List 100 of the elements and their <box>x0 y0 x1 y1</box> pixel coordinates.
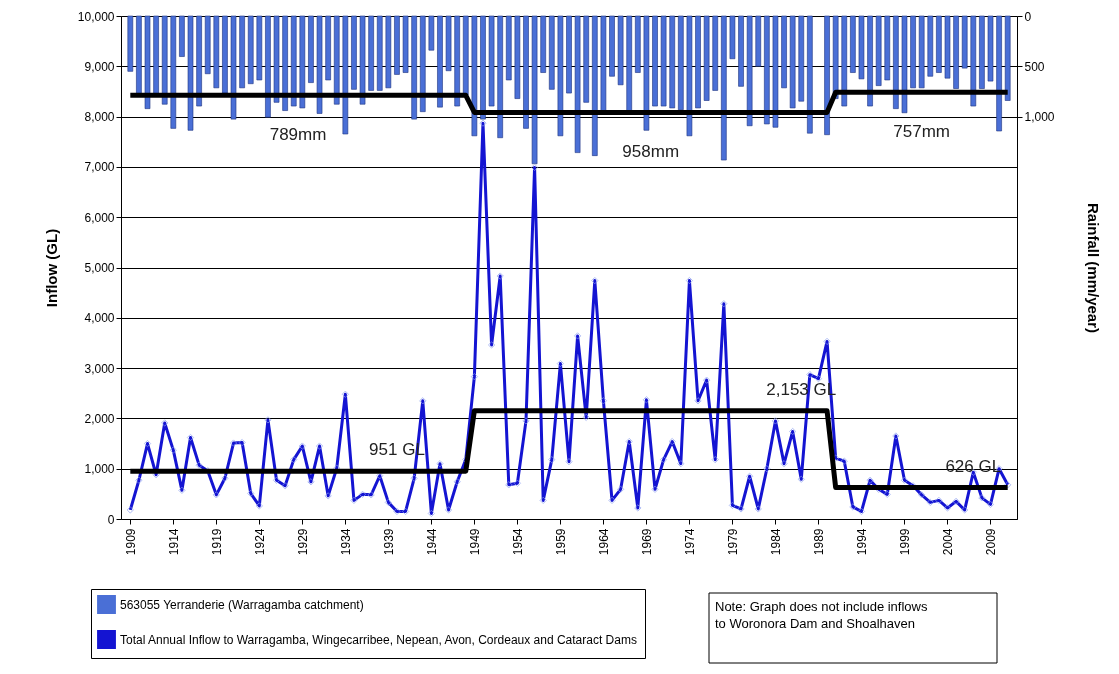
bar <box>927 15 934 77</box>
bar <box>798 15 805 102</box>
annotation: 958mm <box>622 142 680 162</box>
bar <box>807 15 813 134</box>
bar <box>643 15 650 131</box>
bar <box>265 15 271 118</box>
bar <box>471 15 478 137</box>
x-tick-label: 1979 <box>725 528 740 556</box>
text: Note: Graph does not include inflows to Woronora Dam and Shoalhaven <box>715 599 928 631</box>
x-tick-label: 1919 <box>209 528 224 556</box>
bar <box>376 15 383 91</box>
bar <box>583 15 589 103</box>
bar <box>987 15 994 82</box>
bar <box>239 15 245 89</box>
bar <box>161 15 168 105</box>
y-tick-label: 9,000 <box>84 59 115 74</box>
bar <box>153 15 159 96</box>
annotation: 789mm <box>269 125 327 145</box>
bar <box>540 15 546 73</box>
y-tick-label: 4,000 <box>84 311 115 326</box>
bar <box>781 15 787 89</box>
bar <box>213 15 220 89</box>
bar <box>686 15 693 137</box>
y-tick-label: 8,000 <box>84 110 115 125</box>
bar <box>342 15 349 135</box>
x-tick-label: 1934 <box>338 528 353 556</box>
x-tick-label: 1909 <box>123 528 138 556</box>
x-tick-label: 1939 <box>381 528 396 556</box>
bar <box>574 15 581 153</box>
y-tick-label: 2,000 <box>84 411 115 426</box>
bar <box>282 15 288 111</box>
bar <box>652 15 658 107</box>
bar <box>901 15 908 114</box>
bar <box>445 15 452 72</box>
y-axis-title: Inflow (GL) <box>42 228 60 308</box>
bar <box>505 15 512 81</box>
bar <box>764 15 770 125</box>
x-tick-label: 1984 <box>768 528 783 556</box>
bar <box>368 15 374 91</box>
bar <box>144 15 151 109</box>
y2-tick-label: 500 <box>1024 59 1045 74</box>
y-tick-label: 3,000 <box>84 361 115 376</box>
bar <box>299 15 306 109</box>
bar <box>936 15 942 73</box>
x-tick-label: 1969 <box>639 528 654 556</box>
bar <box>832 15 839 99</box>
bar <box>514 15 521 99</box>
bar <box>635 15 641 73</box>
bar <box>712 15 719 91</box>
bar <box>488 15 495 107</box>
bar <box>497 15 503 139</box>
x-tick-label: 1989 <box>811 528 826 556</box>
bar <box>961 15 968 69</box>
y2-axis-title: Rainfall (mm/year) <box>1084 202 1102 334</box>
bar <box>944 15 951 79</box>
x-tick-label: 1964 <box>596 528 611 556</box>
bar <box>1004 15 1011 101</box>
x-tick-label: 1914 <box>166 528 181 556</box>
bar <box>480 15 486 120</box>
bar <box>187 15 194 131</box>
bar <box>402 15 409 73</box>
x-tick-label: 1954 <box>510 528 525 556</box>
legend-label: 563055 Yerranderie (Warragamba catchment) <box>120 597 364 612</box>
x-tick-label: 1994 <box>854 528 869 556</box>
bar <box>428 15 435 51</box>
bar <box>549 15 555 90</box>
bar <box>703 15 710 101</box>
bar <box>970 15 977 107</box>
bar <box>600 15 607 112</box>
x-tick-label: 1924 <box>252 528 267 556</box>
bar <box>247 15 254 84</box>
bar <box>746 15 753 127</box>
bar <box>419 15 426 112</box>
y-tick-label: 10,000 <box>77 9 115 24</box>
bar <box>316 15 323 114</box>
x-tick-label: 1944 <box>424 528 439 556</box>
bar <box>437 15 443 108</box>
x-tick-label: 1929 <box>295 528 310 556</box>
bar <box>462 15 469 96</box>
bar <box>755 15 762 67</box>
bar <box>789 15 796 109</box>
annotation: 757mm <box>893 122 951 142</box>
bar <box>222 15 228 94</box>
bar <box>996 15 1002 132</box>
x-tick-label: 2004 <box>940 528 955 556</box>
bar <box>592 15 598 156</box>
x-tick-label: 2009 <box>984 528 998 556</box>
bar <box>136 15 142 96</box>
y-tick-label: 0 <box>107 512 115 527</box>
bar <box>875 15 882 86</box>
bar <box>325 15 331 81</box>
bar <box>695 15 701 109</box>
bar <box>867 15 873 107</box>
x-tick-label: 1949 <box>467 528 482 556</box>
bar <box>979 15 985 89</box>
x-tick-label: 1959 <box>553 528 568 556</box>
bar <box>394 15 400 75</box>
bar <box>626 15 633 112</box>
bar <box>918 15 925 89</box>
bar <box>273 15 280 103</box>
